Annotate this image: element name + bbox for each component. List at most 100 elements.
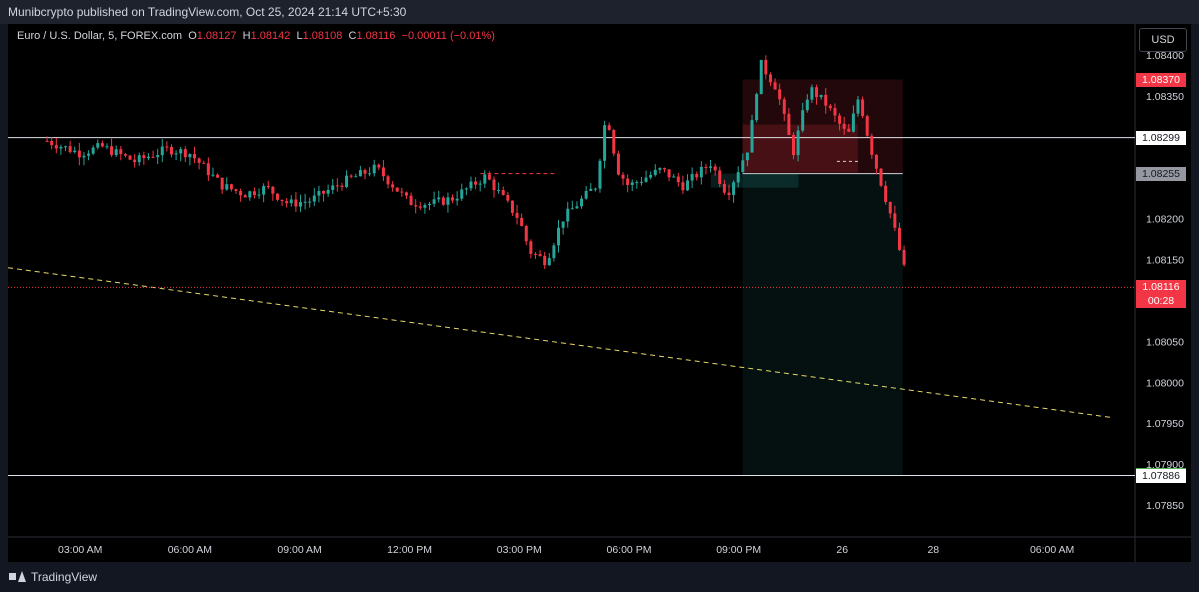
candle	[400, 187, 404, 197]
chart-area[interactable]: 1.08400 1.08350 1.08200 1.08150 1.08050 1.080…	[8, 24, 1191, 562]
candle-body	[391, 184, 395, 188]
candle	[455, 191, 459, 206]
candle-body	[225, 184, 229, 190]
candle	[216, 173, 220, 178]
candle	[607, 122, 611, 131]
candle-body	[575, 206, 579, 209]
candle-body	[764, 59, 768, 75]
candle-body	[791, 134, 795, 156]
candle-body	[566, 208, 570, 222]
candle-body	[257, 194, 261, 196]
x-tick-label: 09:00 AM	[277, 544, 321, 556]
candle-body	[487, 174, 491, 180]
candle	[851, 105, 855, 133]
y-tick-label: 1.07850	[1146, 500, 1184, 512]
candle-body	[497, 190, 501, 192]
candle-body	[216, 174, 220, 178]
candle	[538, 250, 542, 257]
candle	[294, 192, 298, 212]
candle-body	[520, 217, 524, 227]
candle	[285, 198, 289, 208]
price-chart[interactable]: 1.08400 1.08350 1.08200 1.08150 1.08050 1.080…	[8, 24, 1191, 562]
price-tag-2: 1.08255	[1136, 166, 1186, 181]
candle-body	[414, 205, 418, 207]
candle-body	[897, 227, 901, 250]
candle	[727, 184, 731, 201]
y-tick-label: 1.08200	[1146, 214, 1184, 226]
candle-body	[888, 201, 892, 214]
candle-body	[709, 166, 713, 168]
candle-body	[275, 193, 279, 200]
candle-body	[529, 241, 533, 254]
candle	[653, 164, 657, 177]
stop-loss-inner-zone	[742, 124, 858, 173]
candle	[543, 251, 547, 269]
price-tag-value: 1.08255	[1142, 167, 1180, 180]
candle	[391, 181, 395, 192]
candle-body	[704, 166, 708, 168]
candle	[298, 194, 302, 213]
candle-body	[409, 195, 413, 206]
candle-body	[142, 155, 146, 159]
candle-body	[437, 197, 441, 200]
candle-body	[874, 154, 878, 169]
candle	[308, 197, 312, 208]
candle-body	[828, 105, 832, 109]
candle	[257, 188, 261, 199]
candle-body	[428, 203, 432, 205]
candle-body	[368, 173, 372, 175]
candle	[451, 194, 455, 204]
tradingview-logo[interactable]: TradingView	[9, 562, 97, 592]
candle	[206, 157, 210, 181]
candle	[266, 180, 270, 189]
candle	[676, 172, 680, 187]
candle	[815, 84, 819, 105]
candle	[566, 201, 570, 228]
candle-body	[418, 206, 422, 208]
price-tag-value: 1.08370	[1142, 73, 1180, 86]
x-tick-label: 09:00 PM	[716, 544, 761, 556]
candle-body	[796, 130, 800, 156]
candle-body	[133, 159, 137, 163]
candle-body	[681, 182, 685, 191]
candle-body	[713, 166, 717, 171]
candle	[810, 84, 814, 103]
candle	[649, 171, 653, 180]
candle	[699, 161, 703, 185]
candle-body	[317, 190, 321, 196]
candle	[838, 113, 842, 131]
candle-body	[750, 120, 754, 153]
candle-body	[510, 200, 514, 213]
candle-body	[515, 212, 519, 218]
candle	[520, 213, 524, 227]
candle-body	[460, 189, 464, 199]
candle-body	[119, 149, 123, 155]
candle	[137, 152, 141, 166]
x-tick-label: 12:00 PM	[387, 544, 432, 556]
candle-body	[381, 167, 385, 177]
change-value: −0.00011 (−0.01%)	[401, 30, 495, 42]
candle	[73, 146, 77, 154]
published-header: Munibcrypto published on TradingView.com…	[0, 0, 1199, 24]
candle-body	[838, 115, 842, 124]
candle-body	[805, 99, 809, 111]
candle	[234, 188, 238, 194]
candle-body	[262, 186, 266, 195]
candle	[635, 180, 639, 189]
candle	[248, 190, 252, 201]
candle	[156, 148, 160, 165]
candle-body	[607, 125, 611, 131]
currency-button[interactable]: USD	[1139, 28, 1187, 52]
close-label: C	[348, 30, 357, 42]
candle-body	[782, 99, 786, 114]
candle-body	[188, 153, 192, 158]
candle	[865, 114, 869, 137]
candle-body	[630, 182, 634, 185]
candle	[483, 170, 487, 188]
candle-body	[589, 188, 593, 191]
x-tick-label: 06:00 PM	[607, 544, 652, 556]
candle-body	[598, 160, 602, 189]
price-tag-value: 1.07886	[1142, 469, 1180, 482]
candle	[358, 165, 362, 177]
candle	[847, 123, 851, 133]
